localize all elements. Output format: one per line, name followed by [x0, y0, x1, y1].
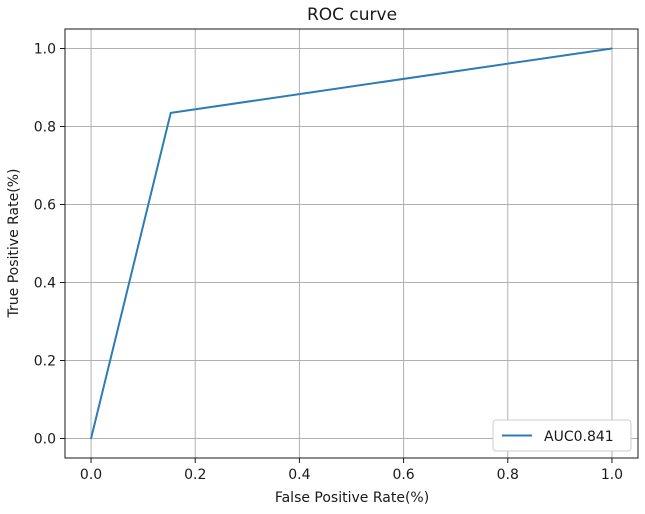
chart-title: ROC curve: [307, 5, 397, 25]
x-tick-label: 0.6: [392, 467, 414, 483]
x-tick-label: 0.0: [80, 467, 102, 483]
x-axis-label: False Positive Rate(%): [275, 490, 429, 506]
y-tick-label: 0.6: [34, 198, 56, 214]
y-tick-label: 0.4: [34, 276, 56, 292]
x-tick-label: 0.4: [288, 467, 310, 483]
roc-data-point: [169, 112, 172, 114]
grid: [65, 29, 638, 458]
plot-frame: [64, 28, 639, 459]
x-tick-label: 0.2: [184, 467, 206, 483]
plot-area: [65, 29, 638, 458]
legend-box: [492, 419, 632, 452]
series-layer: [90, 47, 613, 440]
y-axis-label: True Positive Rate(%): [6, 169, 22, 319]
y-tick-label: 0.2: [34, 354, 56, 370]
roc-data-point: [90, 437, 92, 440]
y-tick-label: 0.0: [34, 432, 56, 448]
x-tick-label: 1.0: [601, 467, 623, 483]
ticks: 0.0 0.2 0.4 0.6 0.8 1.0 0.0 0.2 0.4 0.6 0.8 1.0: [34, 42, 623, 484]
y-tick-label: 1.0: [34, 42, 56, 58]
legend-label: AUC0.841: [544, 429, 614, 445]
legend: AUC0.841: [492, 419, 632, 452]
y-tick-label: 0.8: [34, 120, 56, 136]
roc-data-point: [611, 47, 613, 50]
x-tick-label: 0.8: [497, 467, 519, 483]
